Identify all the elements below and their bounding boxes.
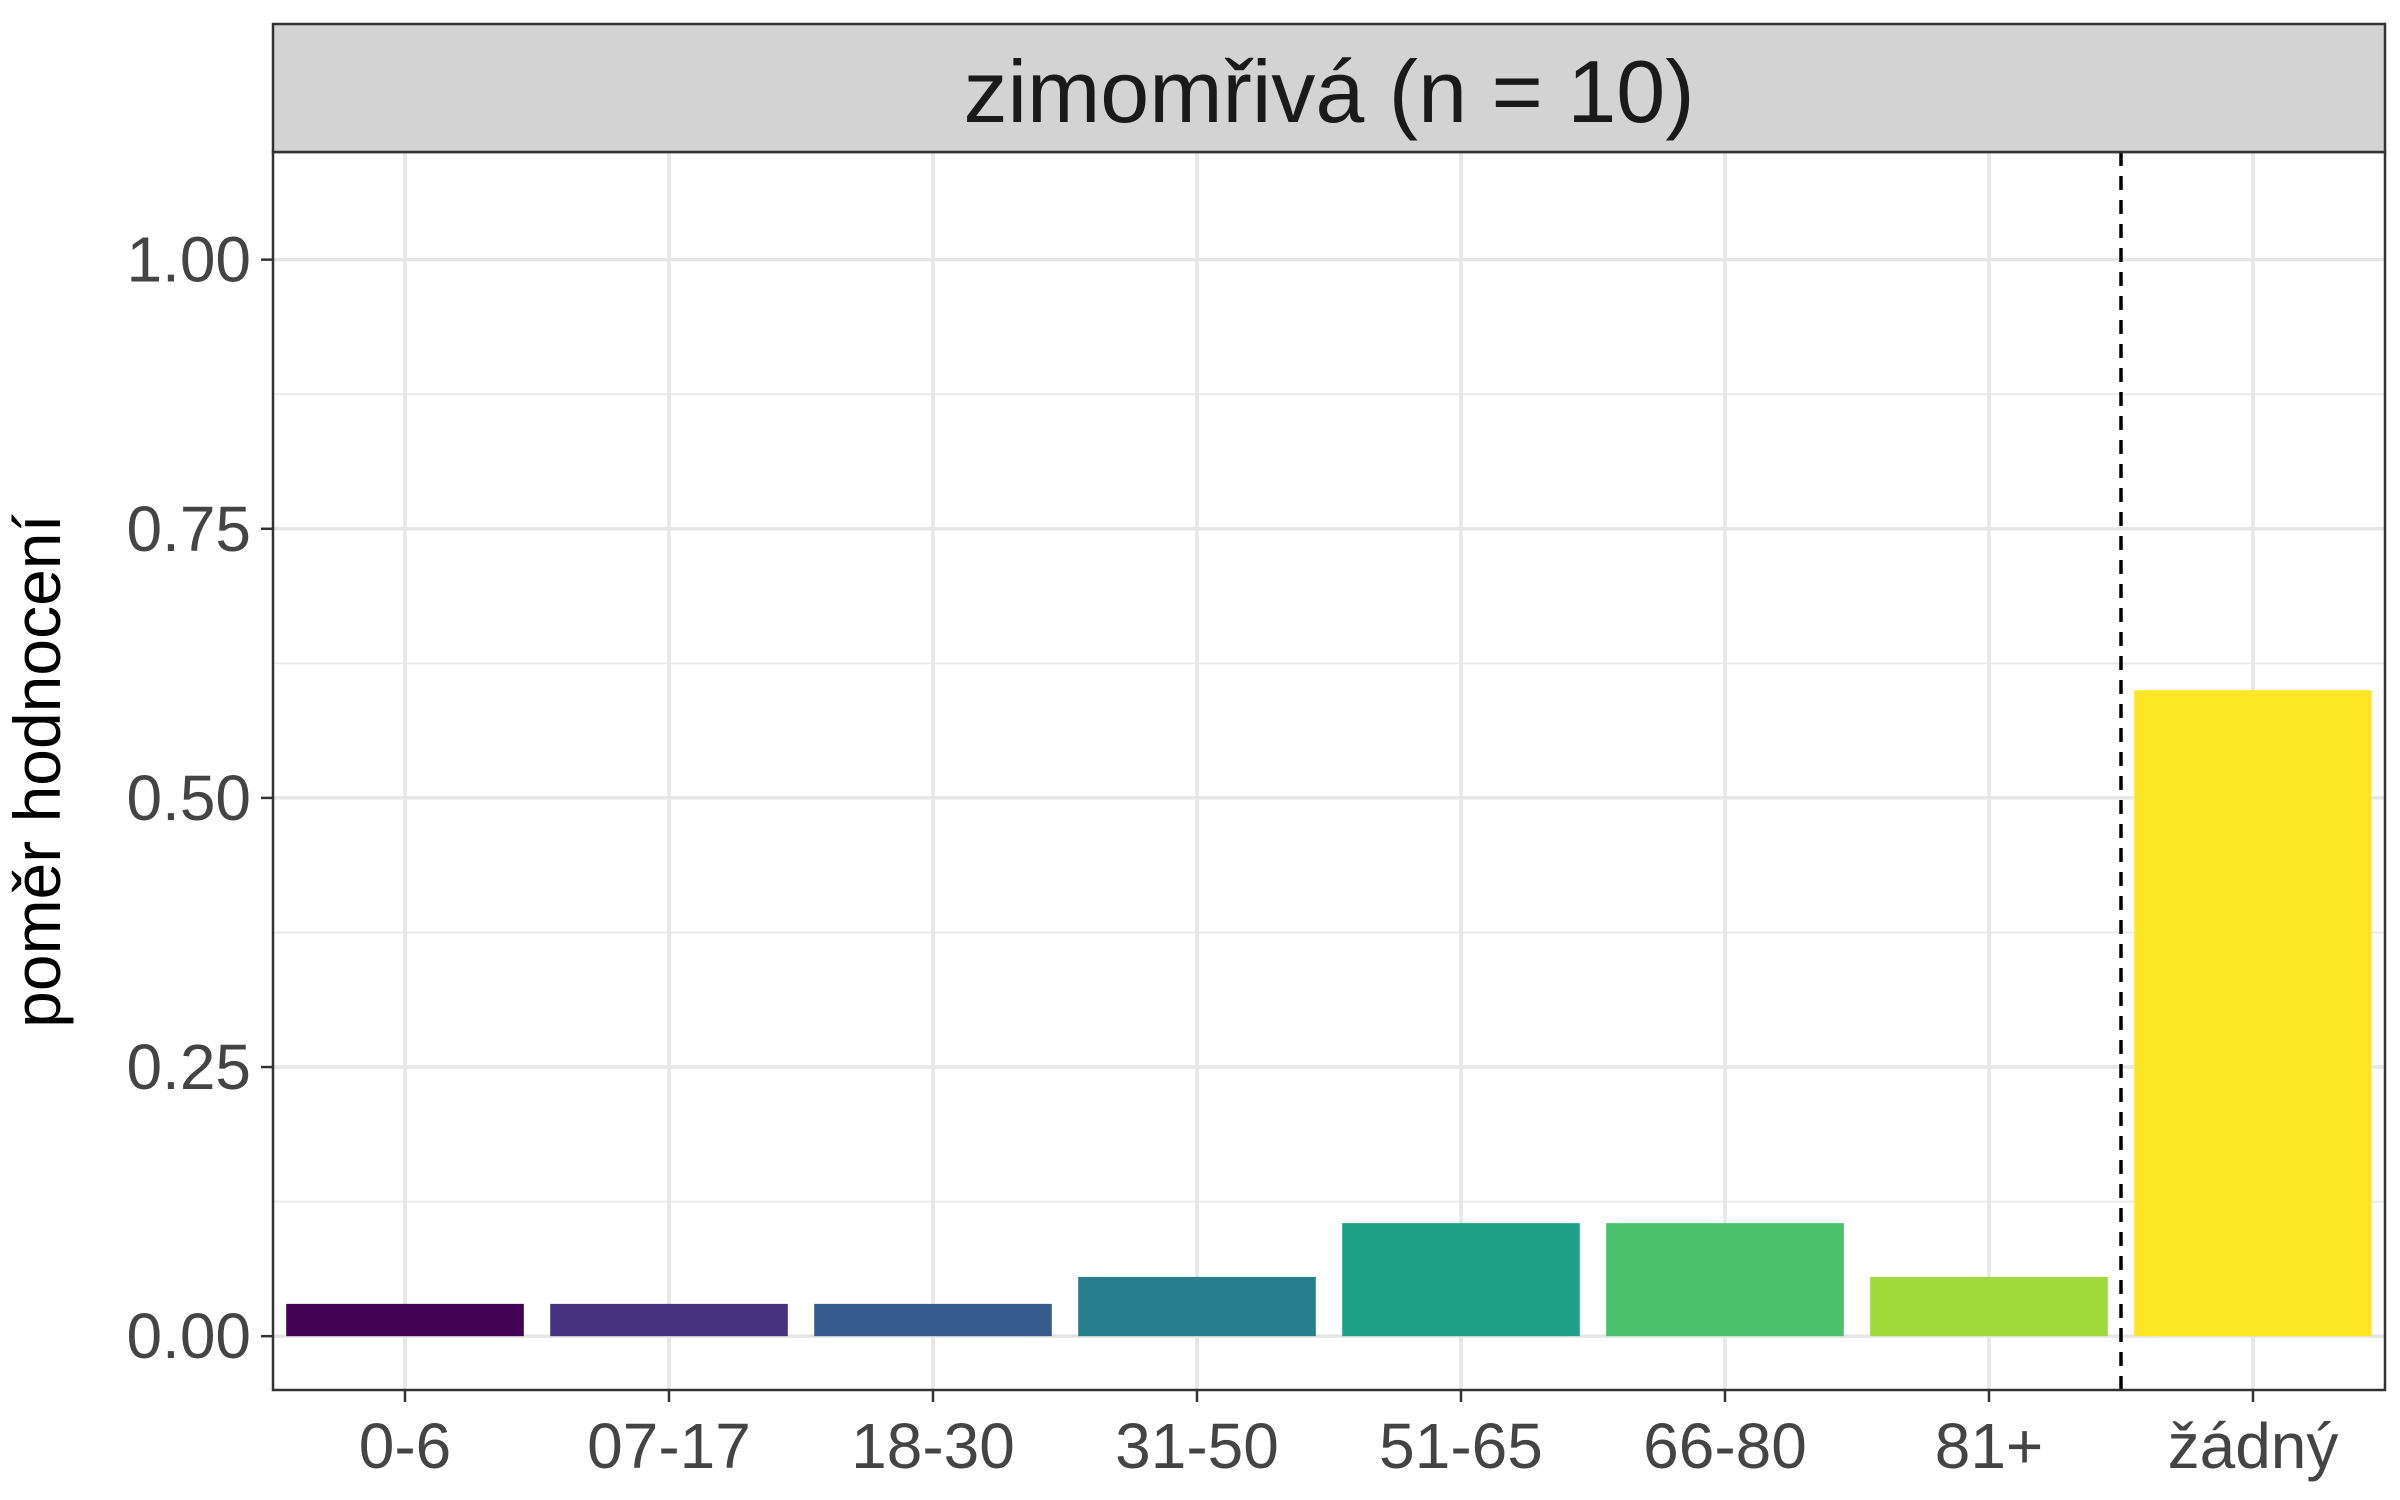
y-axis: 0.00 0.25 0.50 0.75 1.00 [126, 224, 273, 1372]
x-tick-label: žádný [2168, 1410, 2339, 1482]
bar-0-6 [286, 1303, 524, 1337]
y-tick-label: 0.00 [126, 1300, 251, 1372]
bar-66-80 [1606, 1223, 1844, 1337]
bar-81+ [1870, 1276, 2108, 1337]
bar-31-50 [1078, 1276, 1316, 1337]
chart-title: zimomřivá (n = 10) [963, 42, 1694, 141]
y-tick-label: 0.75 [126, 493, 251, 565]
bar-18-30 [814, 1303, 1052, 1337]
bar-07-17 [550, 1303, 788, 1337]
bar-žádný [2134, 690, 2372, 1337]
y-tick-label: 0.25 [126, 1031, 251, 1103]
bar-51-65 [1342, 1223, 1580, 1337]
y-axis-title: poměr hodnocení [0, 513, 74, 1027]
y-tick-label: 1.00 [126, 224, 251, 296]
x-tick-label: 31-50 [1115, 1410, 1279, 1482]
x-tick-label: 66-80 [1643, 1410, 1807, 1482]
x-tick-label: 81+ [1935, 1410, 2044, 1482]
grid [273, 152, 2385, 1390]
bars [286, 690, 2372, 1337]
x-tick-label: 0-6 [359, 1410, 452, 1482]
x-tick-label: 18-30 [851, 1410, 1015, 1482]
strip-background [271, 22, 2387, 154]
x-tick-label: 51-65 [1379, 1410, 1543, 1482]
x-axis: 0-6 07-17 18-30 31-50 51-65 66-80 81+ žádný [359, 1390, 2339, 1482]
y-tick-label: 0.50 [126, 762, 251, 834]
x-tick-label: 07-17 [587, 1410, 751, 1482]
